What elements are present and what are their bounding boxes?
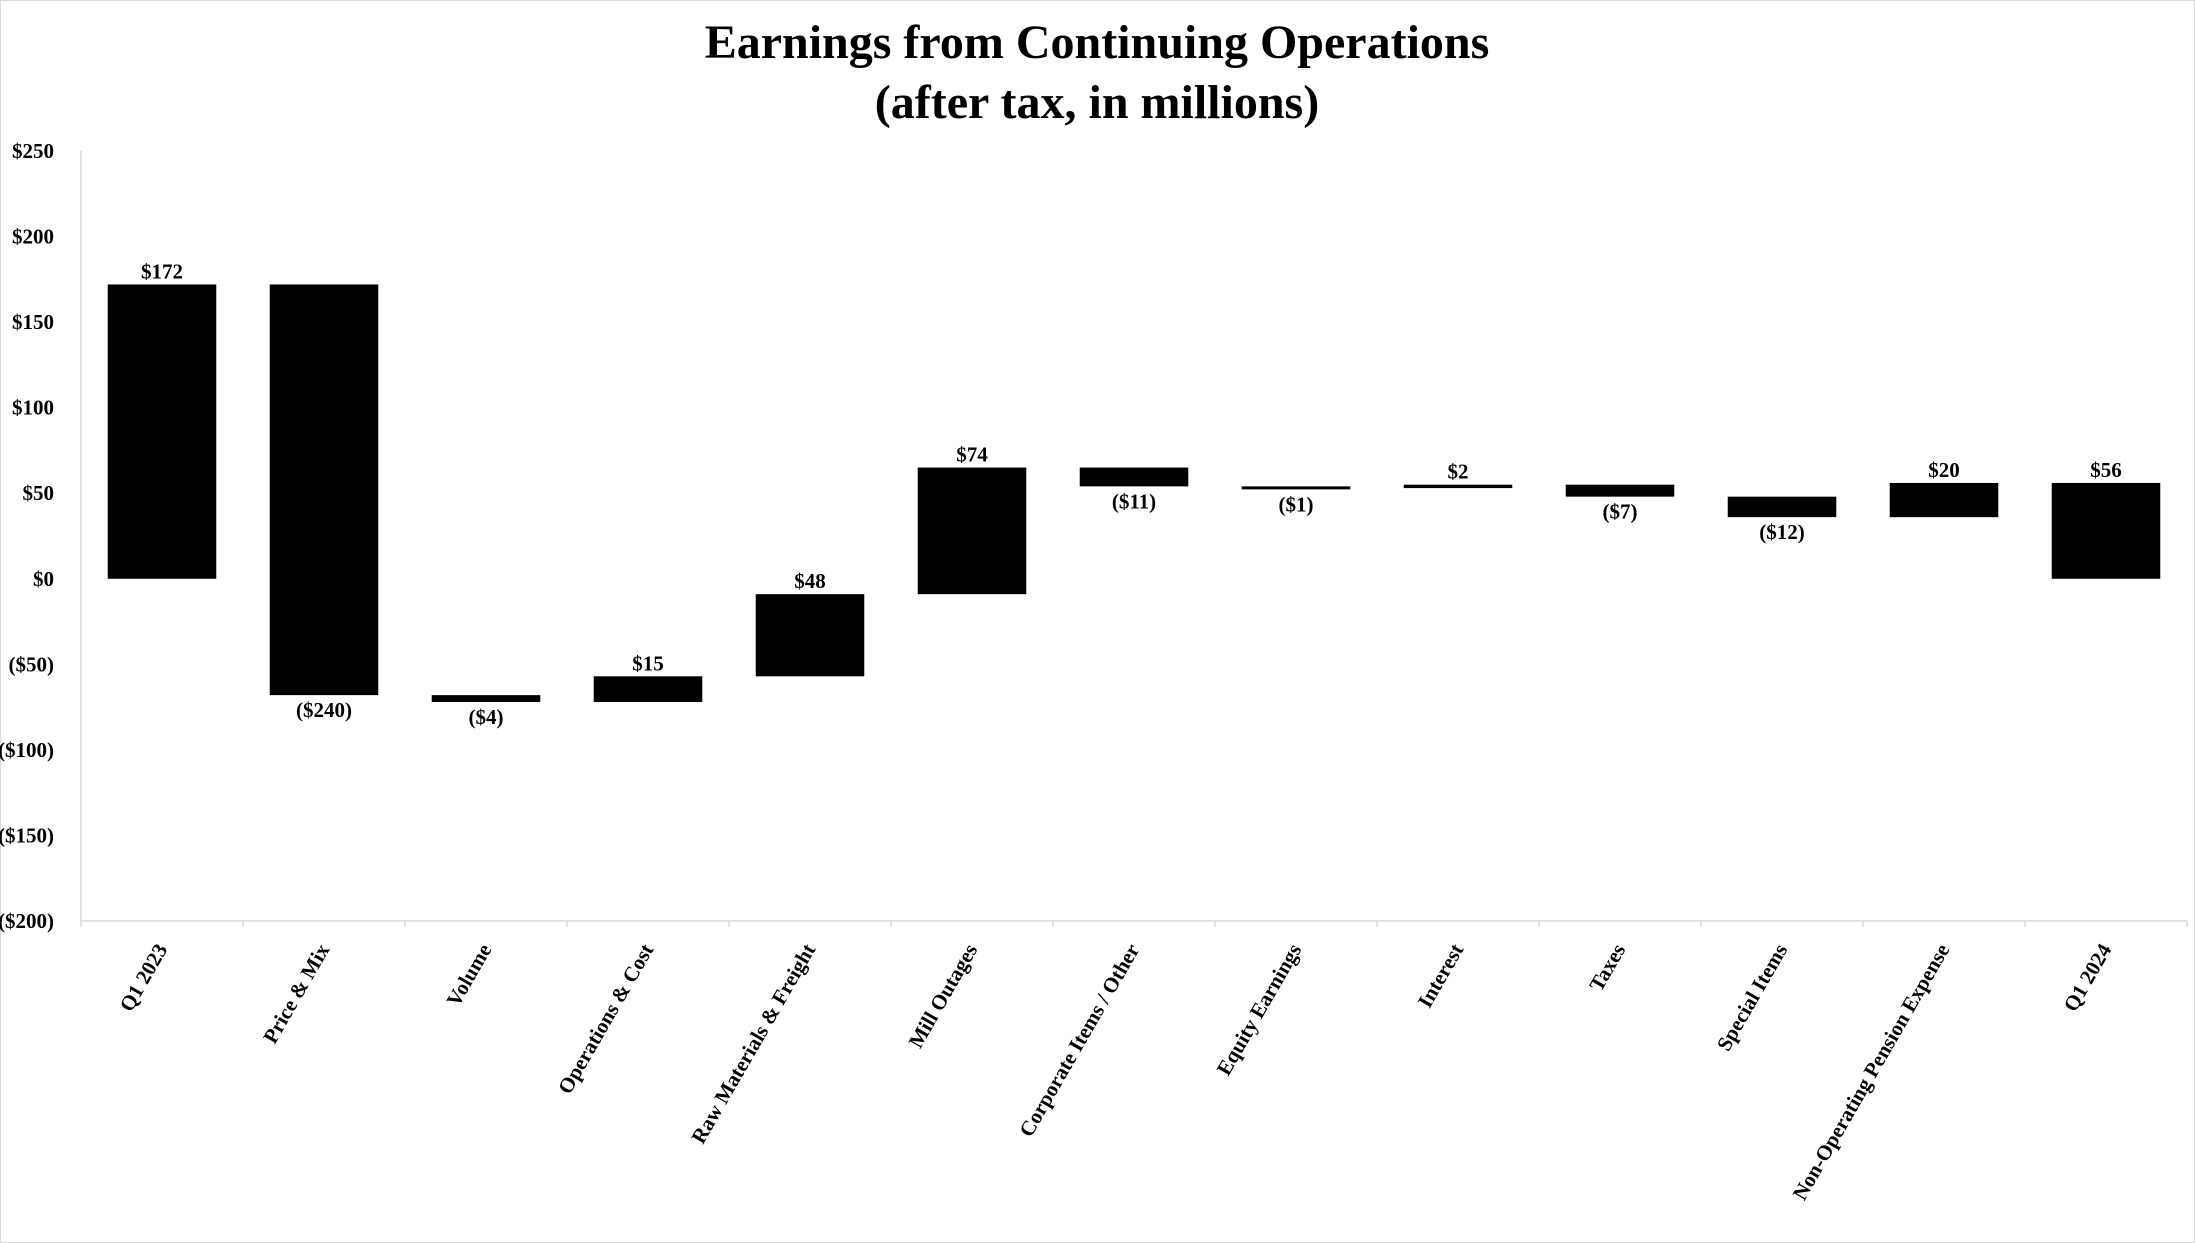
y-tick-label: ($50) bbox=[9, 652, 55, 676]
y-tick-label: $100 bbox=[12, 396, 54, 420]
y-tick-label: ($200) bbox=[0, 909, 54, 933]
bar-operations-cost bbox=[593, 676, 703, 702]
data-label: ($12) bbox=[1759, 520, 1805, 544]
data-label: $56 bbox=[2090, 458, 2122, 482]
data-label: $74 bbox=[956, 443, 988, 467]
bars bbox=[107, 284, 2161, 702]
bar-interest bbox=[1403, 484, 1513, 489]
bar-non-operating-pension-expense bbox=[1889, 482, 1999, 518]
y-tick-label: $150 bbox=[12, 310, 54, 334]
data-label: ($4) bbox=[469, 705, 504, 729]
data-label: ($240) bbox=[296, 698, 352, 722]
y-tick-label: ($150) bbox=[0, 823, 54, 847]
data-label: $15 bbox=[632, 651, 664, 675]
bar-price-mix bbox=[269, 284, 379, 696]
chart-title-line-1: Earnings from Continuing Operations bbox=[705, 16, 1490, 69]
y-tick-label: $250 bbox=[12, 139, 54, 163]
y-axis: $250 $200 $150 $100 $50 $0 ($50) ($100) ($150) ($… bbox=[0, 139, 82, 933]
data-label: ($11) bbox=[1112, 489, 1156, 513]
bar-q1-2023 bbox=[107, 284, 217, 579]
data-label: $20 bbox=[1928, 458, 1960, 482]
bar-corporate-items-other bbox=[1079, 467, 1189, 487]
data-labels: $172 ($240) ($4) $15 $48 $74 ($11) ($1) $2 ($7) ($… bbox=[141, 259, 2122, 729]
y-tick-label: ($100) bbox=[0, 738, 54, 762]
bar-q1-2024 bbox=[2051, 482, 2161, 579]
y-tick-label: $200 bbox=[12, 225, 54, 249]
bar-taxes bbox=[1565, 484, 1675, 497]
bar-equity-earnings bbox=[1241, 486, 1351, 490]
data-label: $172 bbox=[141, 259, 183, 283]
bar-raw-materials-freight bbox=[755, 594, 865, 677]
data-label: ($1) bbox=[1279, 492, 1314, 516]
y-tick-label: $50 bbox=[23, 481, 55, 505]
bar-volume bbox=[431, 695, 541, 702]
data-label: $2 bbox=[1448, 460, 1469, 484]
chart-title-line-2: (after tax, in millions) bbox=[875, 76, 1319, 129]
data-label: ($7) bbox=[1603, 500, 1638, 524]
data-label: $48 bbox=[794, 569, 826, 593]
bar-mill-outages bbox=[917, 467, 1027, 595]
bar-special-items bbox=[1727, 496, 1837, 518]
y-tick-label: $0 bbox=[33, 567, 54, 591]
